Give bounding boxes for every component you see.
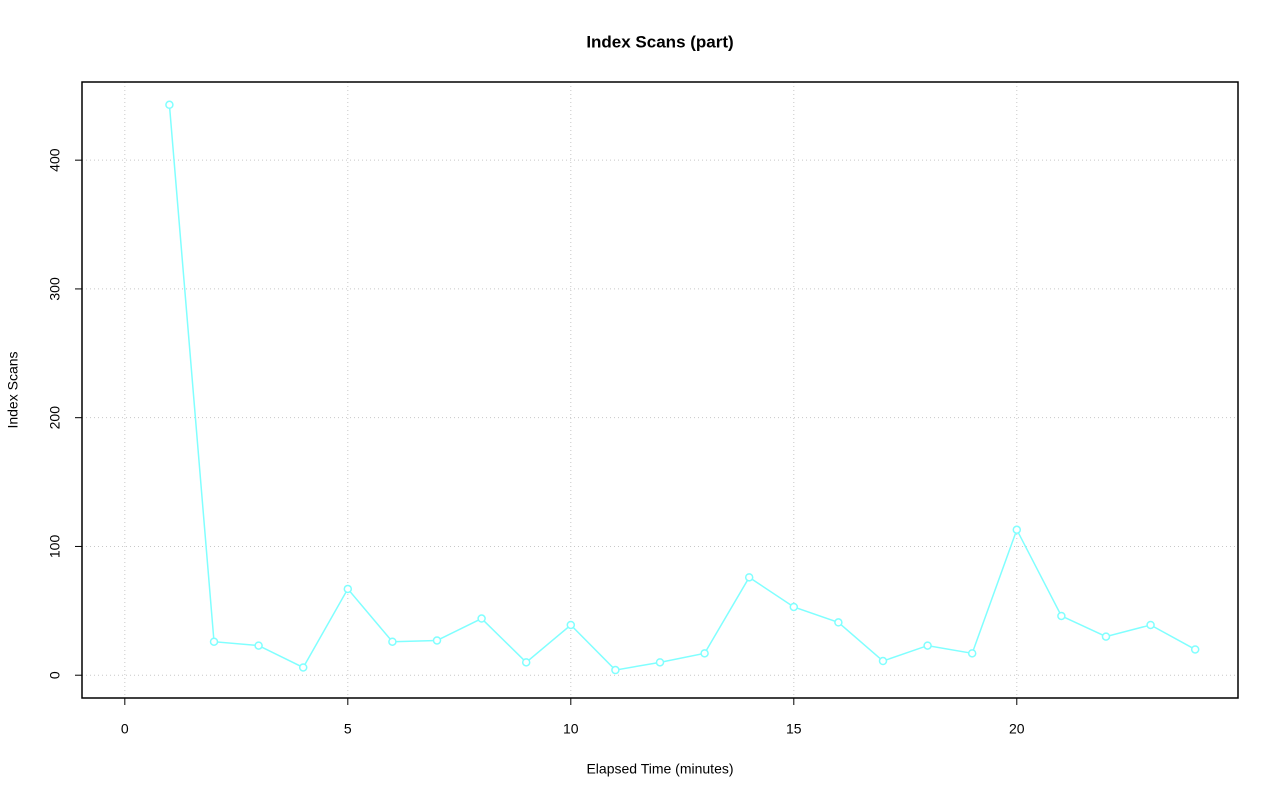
data-point: [878, 656, 888, 666]
data-point: [1057, 611, 1066, 621]
y-tick-label: 0: [47, 671, 63, 679]
series-line: [168, 104, 1196, 671]
x-axis-label: Elapsed Time (minutes): [586, 761, 733, 777]
y-tick-label: 100: [47, 535, 63, 559]
data-point: [1146, 620, 1155, 630]
data-point: [834, 618, 843, 627]
data-point: [165, 100, 174, 110]
y-tick-label: 200: [47, 406, 63, 430]
data-point: [923, 641, 932, 650]
data-point: [477, 614, 486, 623]
data-point: [611, 665, 620, 675]
x-tick-label: 15: [786, 721, 802, 737]
data-point: [655, 658, 665, 667]
x-tick-label: 10: [563, 721, 579, 737]
data-point: [343, 584, 353, 594]
data-point: [209, 637, 219, 646]
chart-title: Index Scans (part): [586, 32, 733, 51]
data-point: [1190, 645, 1200, 654]
x-tick-label: 20: [1009, 721, 1025, 737]
data-point: [254, 641, 263, 650]
data-point: [298, 663, 308, 672]
data-point: [388, 637, 397, 646]
data-point: [744, 573, 754, 582]
data-point: [1101, 632, 1111, 641]
data-point: [967, 649, 977, 658]
y-axis-label: Index Scans: [5, 351, 21, 428]
x-tick-label: 0: [121, 721, 129, 737]
data-point: [700, 649, 709, 658]
data-point: [521, 658, 531, 667]
data-point: [566, 620, 576, 630]
data-point: [432, 636, 442, 645]
y-tick-label: 400: [47, 148, 63, 172]
data-point: [1012, 525, 1022, 534]
plot-frame: [81, 81, 1239, 699]
y-tick-label: 300: [47, 277, 63, 301]
data-point: [789, 602, 799, 612]
x-tick-label: 5: [344, 721, 352, 737]
